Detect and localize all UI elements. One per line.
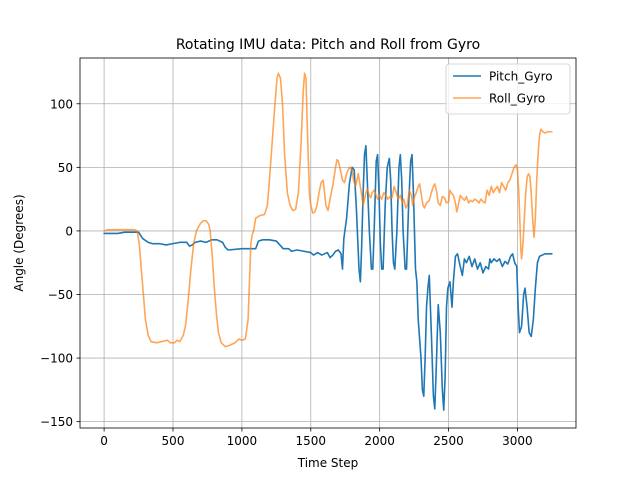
x-tick-label: 2500 (433, 434, 464, 448)
y-axis-label: Angle (Degrees) (12, 194, 26, 291)
x-tick-label: 3000 (502, 434, 533, 448)
x-tick-label: 2000 (364, 434, 395, 448)
y-tick-label: −150 (40, 415, 73, 429)
x-tick-label: 1500 (296, 434, 327, 448)
x-tick-label: 1000 (227, 434, 258, 448)
y-tick-label: −100 (40, 352, 73, 366)
legend-label-roll: Roll_Gyro (489, 92, 545, 106)
chart-title: Rotating IMU data: Pitch and Roll from G… (176, 37, 480, 53)
y-tick-label: 50 (58, 161, 73, 175)
x-tick-label: 0 (100, 434, 108, 448)
y-tick-label: 100 (50, 97, 73, 111)
series-layer (103, 72, 553, 411)
y-tick-label: −50 (48, 288, 73, 302)
legend: Pitch_Gyro Roll_Gyro (445, 63, 571, 115)
series-line-roll-gyro (103, 72, 553, 348)
axes: 0 500 1000 1500 2000 2500 3000 −150 −100 −50 0 50 10… (40, 97, 533, 448)
series-line-pitch-gyro (103, 144, 553, 411)
y-tick-label: 0 (65, 224, 73, 238)
legend-label-pitch: Pitch_Gyro (489, 70, 553, 84)
x-axis-label: Time Step (297, 456, 359, 470)
x-tick-label: 500 (162, 434, 185, 448)
plot-frame (79, 57, 577, 429)
